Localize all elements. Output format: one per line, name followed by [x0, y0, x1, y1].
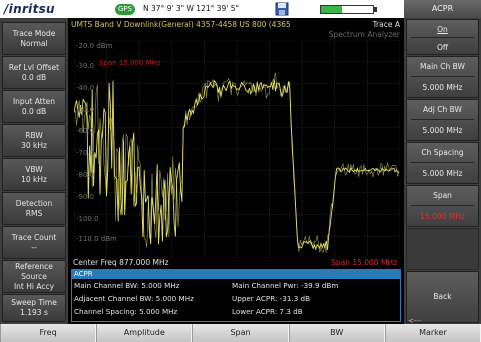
key-title: Main Ch BW: [420, 62, 465, 71]
y-axis-label: -100.0: [76, 215, 99, 223]
tab-marker[interactable]: Marker: [384, 324, 481, 342]
key-title: RBW: [25, 130, 43, 140]
key-title: Trace Count: [11, 232, 57, 242]
key-divider: [411, 76, 474, 77]
status-bar: /inritsu GPS N 37° 9' 3" W 121° 39' 5": [0, 0, 404, 18]
spectrum-graticule[interactable]: [74, 40, 400, 258]
key-value: 15.000 MHz: [420, 212, 465, 221]
off-option: Off: [436, 43, 449, 52]
key-value: 5.000 MHz: [422, 169, 463, 178]
key-value: 5.000 MHz: [422, 83, 463, 92]
y-axis-label: -70.0: [76, 149, 95, 157]
main-channel-power: Main Channel Pwr: -39.9 dBm: [232, 281, 339, 290]
mode-label: Spectrum Analyzer: [328, 30, 400, 39]
span-overlay-label: Span 15.000 MHz: [99, 59, 161, 67]
key-title: Ref Lvl Offset: [8, 62, 60, 72]
tab-span[interactable]: Span: [192, 324, 289, 342]
key-title: Back: [433, 292, 452, 301]
y-axis-label: -50.0: [76, 106, 95, 114]
spectrum-trace-secondary: [74, 72, 400, 254]
left-softkey-panel: Trace Mode Normal Ref Lvl Offset 0.0 dB In…: [0, 18, 68, 324]
grid-lines: [74, 40, 400, 258]
trace-mode-key[interactable]: Trace Mode Normal: [2, 22, 66, 55]
spectrum-trace: [74, 79, 400, 251]
key-value: 30 kHz: [21, 140, 47, 150]
back-arrow-icon: <---: [408, 317, 422, 325]
key-divider: [411, 162, 474, 163]
y-axis-label: -30.0: [76, 62, 95, 70]
key-value: RMS: [25, 208, 43, 218]
key-divider: [411, 119, 474, 120]
y-axis-label: -20.0 dBm: [76, 42, 113, 50]
band-header: UMTS Band V Downlink(General) 4357-4458 …: [71, 20, 291, 29]
y-axis-label: -80.0: [76, 171, 95, 179]
back-key[interactable]: Back: [406, 271, 479, 323]
brand-logo: /inritsu: [4, 2, 55, 16]
key-title: Ch Spacing: [421, 148, 464, 157]
key-value: 5.000 MHz: [422, 126, 463, 135]
tab-amplitude[interactable]: Amplitude: [96, 324, 193, 342]
key-value: 0.0 dB: [21, 72, 47, 82]
span-key[interactable]: Span 15.000 MHz: [406, 185, 479, 227]
key-value: 0.0 dB: [21, 106, 47, 116]
reference-source-key[interactable]: Reference Source Int Hi Accy: [2, 260, 66, 293]
key-title: Reference Source: [15, 261, 53, 281]
y-axis-label: -40.0: [76, 84, 95, 92]
acpr-on-off-key[interactable]: On Off: [406, 19, 479, 55]
ref-lvl-offset-key[interactable]: Ref Lvl Offset 0.0 dB: [2, 56, 66, 89]
trace-count-key[interactable]: Trace Count --: [2, 226, 66, 259]
acpr-panel-title: ACPR: [72, 270, 400, 279]
key-value: Normal: [20, 38, 48, 48]
on-option: On: [437, 25, 448, 34]
channel-spacing: Channel Spacing: 5.000 MHz: [74, 307, 178, 316]
key-title: Sweep Time: [11, 298, 57, 307]
acpr-results-panel: ACPR Main Channel BW: 5.000 MHz Adjacent…: [71, 269, 401, 322]
key-value: --: [31, 242, 37, 252]
lower-acpr: Lower ACPR: 7.3 dB: [232, 307, 303, 316]
key-title: Adj Ch BW: [423, 105, 462, 114]
right-softkey-panel: ACPR On Off Main Ch BW 5.000 MHz Adj Ch …: [404, 0, 481, 325]
key-title: Detection: [15, 198, 53, 208]
adjacent-channel-bw: Adjacent Channel BW: 5.000 MHz: [74, 294, 194, 303]
main-ch-bw-key[interactable]: Main Ch BW 5.000 MHz: [406, 56, 479, 98]
key-title: Input Atten: [12, 96, 56, 106]
key-divider: [411, 205, 474, 206]
key-value: 10 kHz: [21, 174, 47, 184]
save-icon[interactable]: [275, 2, 289, 16]
span-readout: Span 15.000 MHz: [331, 258, 397, 267]
gps-coordinates: N 37° 9' 3" W 121° 39' 5": [143, 4, 239, 13]
ch-spacing-key[interactable]: Ch Spacing 5.000 MHz: [406, 142, 479, 184]
input-atten-key[interactable]: Input Atten 0.0 dB: [2, 90, 66, 123]
key-title: Span: [433, 191, 452, 200]
sweep-time-key[interactable]: Sweep Time 1.193 s: [2, 294, 66, 322]
y-axis-label: -90.0: [76, 193, 95, 201]
battery-tip: [374, 7, 377, 12]
rbw-key[interactable]: RBW 30 kHz: [2, 124, 66, 157]
menu-title: ACPR: [404, 0, 481, 18]
main-channel-bw: Main Channel BW: 5.000 MHz: [74, 281, 180, 290]
key-title: VBW: [25, 164, 43, 174]
battery-fill: [321, 6, 342, 13]
tab-freq[interactable]: Freq: [0, 324, 97, 342]
vbw-key[interactable]: VBW 10 kHz: [2, 158, 66, 191]
detection-key[interactable]: Detection RMS: [2, 192, 66, 225]
spectrum-display: UMTS Band V Downlink(General) 4357-4458 …: [68, 18, 404, 324]
battery-indicator: [320, 5, 374, 14]
key-divider: [411, 37, 474, 38]
trace-label: Trace A: [372, 20, 400, 29]
center-frequency: Center Freq 877.000 MHz: [73, 258, 169, 267]
upper-acpr: Upper ACPR: -31.3 dB: [232, 294, 311, 303]
key-title: Trace Mode: [12, 28, 56, 38]
tab-bw[interactable]: BW: [288, 324, 385, 342]
y-axis-label: -60.0: [76, 127, 95, 135]
empty-key[interactable]: [406, 228, 479, 270]
adj-ch-bw-key[interactable]: Adj Ch BW 5.000 MHz: [406, 99, 479, 141]
gps-icon: GPS: [115, 4, 135, 15]
key-value: Int Hi Accy: [13, 281, 55, 291]
y-axis-label: -110.0 dBm: [76, 235, 117, 243]
main-menu-bar: Freq Amplitude Span BW Marker: [0, 324, 481, 342]
key-value: 1.193 s: [20, 308, 48, 317]
